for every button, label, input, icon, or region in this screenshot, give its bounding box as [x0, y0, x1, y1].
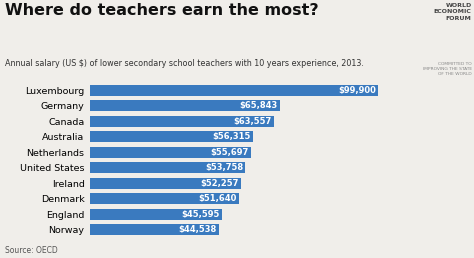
Bar — [90, 162, 245, 173]
Text: WORLD
ECONOMIC
FORUM: WORLD ECONOMIC FORUM — [434, 3, 472, 21]
Text: $44,538: $44,538 — [178, 225, 216, 234]
Bar — [90, 208, 222, 220]
Bar — [90, 178, 241, 189]
Text: $52,257: $52,257 — [200, 179, 238, 188]
Text: $63,557: $63,557 — [233, 117, 271, 126]
Text: $99,900: $99,900 — [338, 86, 376, 95]
Text: $53,758: $53,758 — [205, 163, 243, 172]
Bar — [90, 116, 273, 127]
Text: Annual salary (US $) of lower secondary school teachers with 10 years experience: Annual salary (US $) of lower secondary … — [5, 59, 364, 68]
Text: Where do teachers earn the most?: Where do teachers earn the most? — [5, 3, 319, 18]
Bar — [90, 224, 219, 235]
Text: COMMITTED TO
IMPROVING THE STATE
OF THE WORLD: COMMITTED TO IMPROVING THE STATE OF THE … — [422, 62, 472, 76]
Text: Source: OECD: Source: OECD — [5, 246, 57, 255]
Text: $55,697: $55,697 — [210, 148, 248, 157]
Text: $51,640: $51,640 — [199, 194, 237, 203]
Text: $65,843: $65,843 — [239, 101, 278, 110]
Bar — [90, 131, 253, 142]
Text: $56,315: $56,315 — [212, 132, 250, 141]
Bar — [90, 100, 280, 111]
Bar — [90, 85, 378, 96]
Bar — [90, 147, 251, 158]
Text: $45,595: $45,595 — [181, 210, 219, 219]
Bar — [90, 193, 239, 204]
